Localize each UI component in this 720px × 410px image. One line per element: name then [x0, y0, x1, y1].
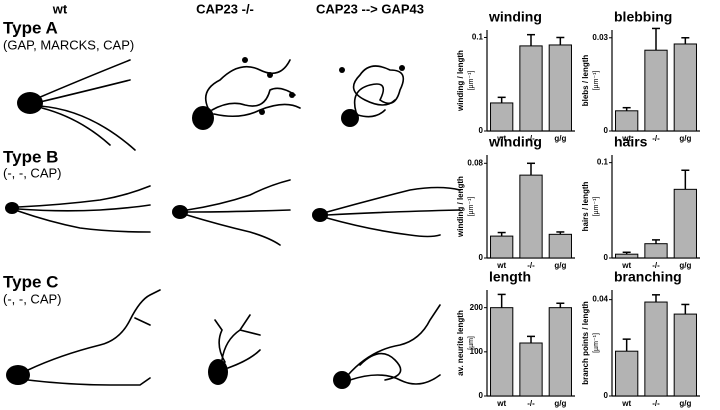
column-header: CAP23 --> GAP43	[316, 1, 424, 16]
x-tick-label: wt	[496, 134, 506, 143]
y-axis-label: av. neurite length	[456, 310, 465, 376]
column-header: CAP23 -/-	[196, 1, 254, 16]
x-tick-label: g/g	[679, 261, 691, 270]
x-tick-label: wt	[621, 399, 631, 408]
x-tick-label: g/g	[679, 399, 691, 408]
y-tick-label: 0	[479, 126, 484, 135]
y-tick-label: 0.03	[592, 33, 608, 42]
y-tick-label: 100	[470, 347, 484, 356]
chart-title: hairs	[614, 134, 648, 150]
x-tick-label: -/-	[527, 399, 535, 408]
x-tick-label: g/g	[679, 134, 691, 143]
y-axis-label: branch points / length	[581, 301, 590, 385]
x-tick-label: -/-	[652, 134, 660, 143]
chart-title: winding	[488, 134, 542, 150]
y-tick-label: 0.1	[597, 158, 609, 167]
type-subtitle: (-, -, CAP)	[3, 291, 62, 306]
column-header: wt	[52, 1, 68, 16]
y-axis-label: hairs / length	[581, 182, 590, 232]
bar	[615, 253, 639, 259]
x-tick-label: -/-	[652, 399, 660, 408]
x-tick-label: wt	[621, 261, 631, 270]
y-axis-label: winding / length	[456, 176, 465, 238]
y-axis-unit: [µm⁻¹]	[468, 71, 475, 91]
bar	[519, 174, 543, 259]
y-tick-label: 0	[479, 253, 484, 262]
bar	[673, 313, 697, 397]
bar	[490, 235, 514, 259]
y-axis-label: winding / length	[456, 50, 465, 112]
chart-title: winding	[488, 9, 542, 25]
y-tick-label: 0	[604, 253, 609, 262]
x-tick-label: -/-	[527, 134, 535, 143]
bar	[548, 233, 572, 259]
y-axis-unit: [µm⁻¹]	[468, 197, 475, 217]
chart-title: branching	[614, 269, 682, 285]
y-tick-label: 0.04	[592, 295, 608, 304]
type-name: Type B	[3, 147, 58, 166]
y-tick-label: 0	[604, 126, 609, 135]
bar	[519, 45, 543, 132]
bar	[644, 301, 668, 397]
x-tick-label: g/g	[554, 261, 566, 270]
y-tick-label: 0.1	[472, 33, 484, 42]
bar	[548, 44, 572, 132]
bar	[519, 342, 543, 397]
bar	[673, 188, 697, 259]
neuron-drawings	[5, 57, 461, 389]
bar	[615, 110, 639, 132]
x-tick-label: g/g	[554, 399, 566, 408]
bar	[548, 307, 572, 397]
type-subtitle: (-, -, CAP)	[3, 165, 62, 180]
y-axis-unit: [µm⁻¹]	[593, 333, 600, 353]
x-tick-label: wt	[496, 399, 506, 408]
x-tick-label: wt	[621, 134, 631, 143]
bar	[490, 307, 514, 397]
bar	[615, 350, 639, 397]
y-tick-label: 200	[470, 303, 484, 312]
x-tick-label: wt	[496, 261, 506, 270]
y-tick-label: 0.08	[467, 158, 483, 167]
bar	[490, 102, 514, 132]
x-tick-label: -/-	[527, 261, 535, 270]
bar	[644, 49, 668, 132]
type-name: Type C	[3, 272, 58, 291]
bar	[644, 243, 668, 259]
chart-title: blebbing	[614, 9, 672, 25]
y-axis-label: blebs / length	[581, 55, 590, 107]
y-tick-label: 0	[479, 391, 484, 400]
x-tick-label: g/g	[554, 134, 566, 143]
type-subtitle: (GAP, MARCKS, CAP)	[3, 37, 134, 52]
chart-title: length	[489, 269, 531, 285]
y-tick-label: 0	[604, 391, 609, 400]
x-tick-label: -/-	[652, 261, 660, 270]
type-name: Type A	[3, 18, 58, 37]
y-axis-unit: [µm⁻¹]	[593, 71, 600, 91]
bar	[673, 43, 697, 132]
y-axis-unit: [µm]	[468, 336, 475, 350]
y-axis-unit: [µm⁻¹]	[593, 197, 600, 217]
